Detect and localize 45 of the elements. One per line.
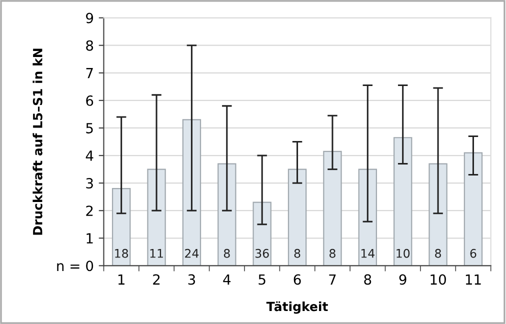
annotation: 11: [150, 249, 163, 258]
bar: [147, 168, 166, 266]
x-tick-label: 11: [466, 274, 481, 285]
annotation: 18: [115, 248, 128, 258]
bar: [323, 150, 342, 266]
bar: [428, 163, 448, 266]
annotation: 8: [294, 248, 300, 258]
x-tick-label: 1: [118, 274, 124, 285]
annotation: 8: [435, 248, 441, 258]
x-tick-label: 4: [223, 274, 231, 285]
x-tick-label: 2: [153, 274, 160, 285]
y-tick-label: 5: [86, 123, 93, 134]
annotation: 14: [361, 249, 375, 258]
x-tick-label: 3: [188, 274, 196, 285]
annotation: 24: [185, 248, 199, 258]
x-tick-label: 6: [294, 274, 301, 285]
y-tick-label: 6: [86, 95, 94, 106]
x-tick-label: 10: [430, 274, 446, 285]
x-tick-label: 5: [258, 274, 266, 285]
y-tick-label: n = 0: [57, 260, 94, 272]
annotation: 36: [255, 248, 269, 258]
y-tick-label: 2: [86, 206, 93, 216]
annotation: 6: [470, 248, 476, 258]
annotation: 8: [224, 248, 230, 258]
bar: [393, 137, 412, 266]
annotation: 8: [330, 248, 336, 258]
y-tick-label: 7: [86, 68, 93, 78]
y-tick-label: 9: [86, 12, 94, 24]
y-tick-label: 4: [86, 150, 94, 161]
y-tick-label: 3: [86, 178, 93, 189]
bar: [464, 152, 483, 266]
y-tick-label: 1: [86, 233, 93, 244]
bar: [218, 163, 236, 266]
x-tick-label: 8: [364, 274, 372, 285]
bar: [288, 168, 307, 266]
bar: [182, 119, 202, 266]
annotation: 10: [396, 248, 410, 258]
y-axis-title: Druckkraft auf L5–S1 in kN: [32, 48, 42, 235]
x-tick-label: 9: [399, 274, 406, 285]
x-axis-title: Tätigkeit: [266, 301, 328, 314]
bar: [358, 168, 378, 266]
bar: [252, 202, 272, 266]
y-tick-label: 8: [86, 40, 94, 51]
bar: [112, 188, 131, 266]
x-tick-label: 7: [329, 274, 336, 285]
